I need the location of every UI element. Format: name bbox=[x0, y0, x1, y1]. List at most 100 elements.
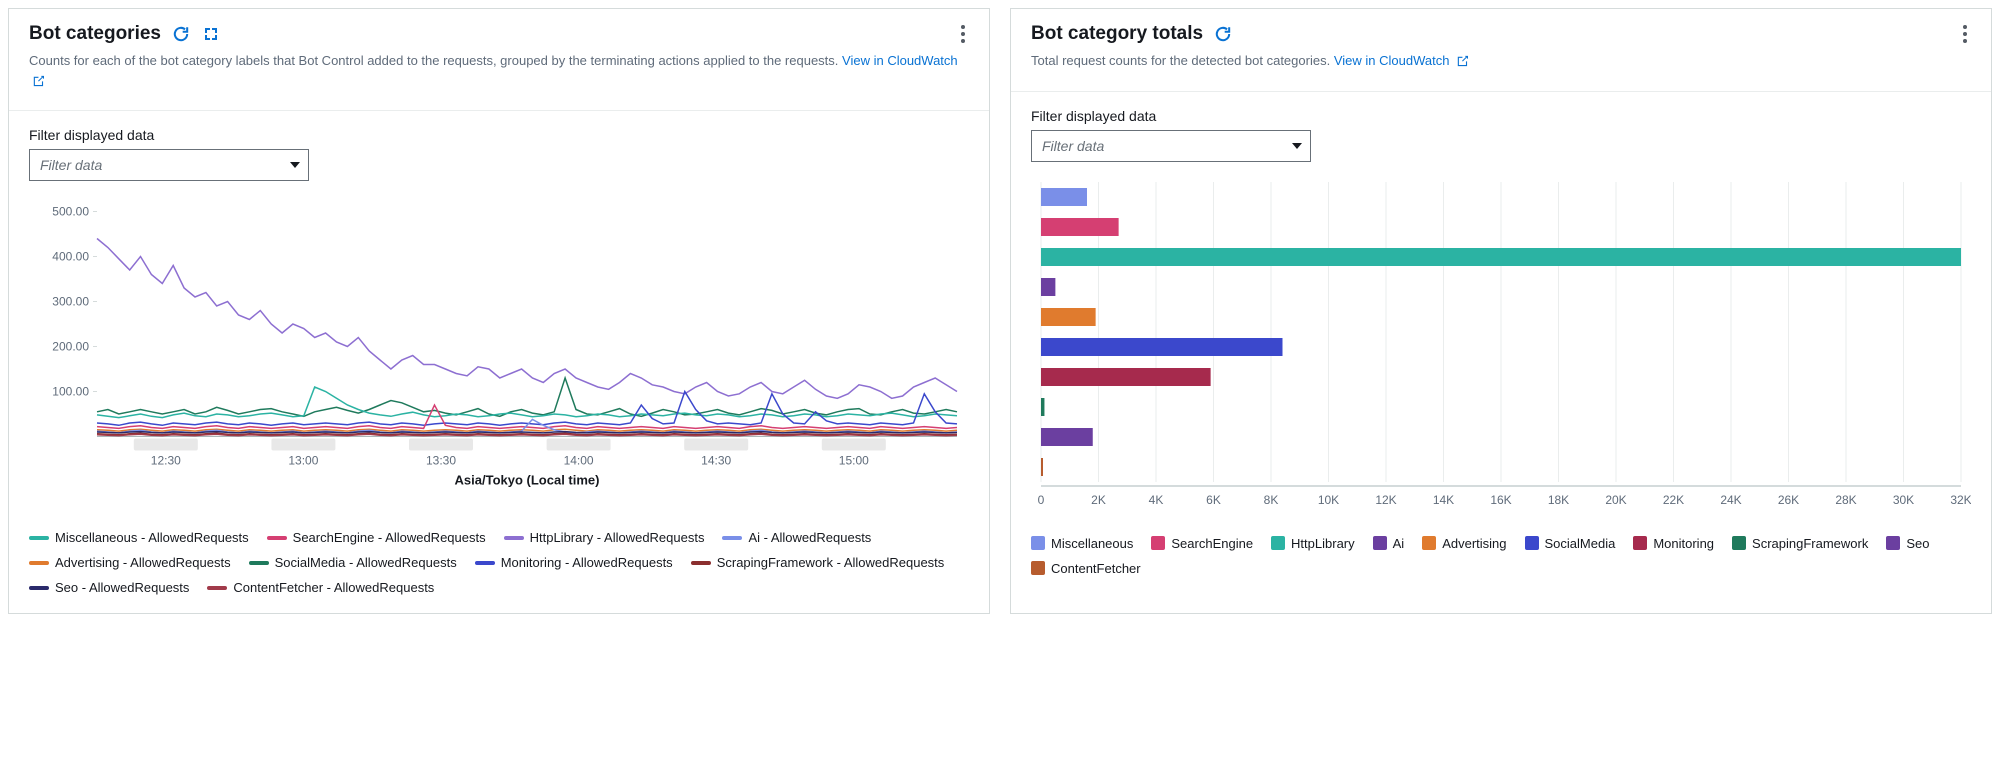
chevron-down-icon bbox=[1292, 143, 1302, 149]
svg-text:32K: 32K bbox=[1950, 493, 1971, 507]
legend-swatch bbox=[29, 561, 49, 565]
legend-item[interactable]: SearchEngine - AllowedRequests bbox=[267, 530, 486, 545]
bot-category-totals-panel: Bot category totals Total request counts… bbox=[1010, 8, 1992, 614]
legend-label: Monitoring bbox=[1653, 536, 1714, 551]
svg-text:24K: 24K bbox=[1720, 493, 1741, 507]
panel-header: Bot categories Counts for each of the bo… bbox=[9, 9, 989, 98]
legend-label: Advertising bbox=[1442, 536, 1506, 551]
legend-label: SocialMedia bbox=[1545, 536, 1616, 551]
legend-label: Advertising - AllowedRequests bbox=[55, 555, 231, 570]
legend-item[interactable]: Seo - AllowedRequests bbox=[29, 580, 189, 595]
legend-item[interactable]: Advertising - AllowedRequests bbox=[29, 555, 231, 570]
svg-text:14:00: 14:00 bbox=[564, 454, 594, 468]
legend-item[interactable]: Miscellaneous bbox=[1031, 536, 1133, 551]
legend-item[interactable]: SearchEngine bbox=[1151, 536, 1253, 551]
legend-swatch bbox=[1886, 536, 1900, 550]
svg-text:14:30: 14:30 bbox=[701, 454, 731, 468]
legend-swatch bbox=[1525, 536, 1539, 550]
legend-swatch bbox=[1732, 536, 1746, 550]
bar-chart-legend: Miscellaneous SearchEngine HttpLibrary Ai Ad… bbox=[1031, 536, 1971, 576]
svg-text:Asia/Tokyo (Local time): Asia/Tokyo (Local time) bbox=[455, 473, 600, 488]
legend-item[interactable]: Seo bbox=[1886, 536, 1929, 551]
svg-text:13:30: 13:30 bbox=[426, 454, 456, 468]
filter-label: Filter displayed data bbox=[1031, 108, 1971, 124]
legend-item[interactable]: HttpLibrary bbox=[1271, 536, 1355, 551]
legend-item[interactable]: ScrapingFramework - AllowedRequests bbox=[691, 555, 945, 570]
svg-text:12:30: 12:30 bbox=[151, 454, 181, 468]
panel-header: Bot category totals Total request counts… bbox=[1011, 9, 1991, 79]
bar-chart: 02K4K6K8K10K12K14K16K18K20K22K24K26K28K3… bbox=[1031, 182, 1971, 522]
legend-label: ScrapingFramework - AllowedRequests bbox=[717, 555, 945, 570]
legend-item[interactable]: Advertising bbox=[1422, 536, 1506, 551]
svg-text:16K: 16K bbox=[1490, 493, 1511, 507]
legend-label: Seo bbox=[1906, 536, 1929, 551]
legend-item[interactable]: Miscellaneous - AllowedRequests bbox=[29, 530, 249, 545]
svg-text:12K: 12K bbox=[1375, 493, 1396, 507]
svg-text:26K: 26K bbox=[1778, 493, 1799, 507]
legend-item[interactable]: Monitoring - AllowedRequests bbox=[475, 555, 673, 570]
legend-label: SocialMedia - AllowedRequests bbox=[275, 555, 457, 570]
svg-text:10K: 10K bbox=[1318, 493, 1339, 507]
svg-text:14K: 14K bbox=[1433, 493, 1454, 507]
legend-swatch bbox=[1271, 536, 1285, 550]
svg-text:20K: 20K bbox=[1605, 493, 1626, 507]
filter-placeholder: Filter data bbox=[1042, 138, 1104, 154]
legend-label: SearchEngine bbox=[1171, 536, 1253, 551]
refresh-icon[interactable] bbox=[171, 24, 191, 44]
line-chart: 100.00200.00300.00400.00500.0012:3013:00… bbox=[29, 201, 969, 516]
legend-swatch bbox=[475, 561, 495, 565]
legend-item[interactable]: Monitoring bbox=[1633, 536, 1714, 551]
svg-text:18K: 18K bbox=[1548, 493, 1569, 507]
legend-swatch bbox=[1373, 536, 1387, 550]
view-in-cloudwatch-link[interactable]: View in CloudWatch bbox=[1334, 53, 1468, 68]
filter-placeholder: Filter data bbox=[40, 157, 102, 173]
legend-swatch bbox=[1151, 536, 1165, 550]
legend-swatch bbox=[29, 536, 49, 540]
legend-swatch bbox=[249, 561, 269, 565]
legend-swatch bbox=[1422, 536, 1436, 550]
svg-text:28K: 28K bbox=[1835, 493, 1856, 507]
legend-item[interactable]: Ai - AllowedRequests bbox=[722, 530, 871, 545]
svg-text:4K: 4K bbox=[1149, 493, 1164, 507]
legend-label: Miscellaneous bbox=[1051, 536, 1133, 551]
legend-swatch bbox=[691, 561, 711, 565]
svg-text:6K: 6K bbox=[1206, 493, 1221, 507]
svg-text:30K: 30K bbox=[1893, 493, 1914, 507]
legend-swatch bbox=[29, 586, 49, 590]
svg-text:13:00: 13:00 bbox=[288, 454, 318, 468]
legend-item[interactable]: HttpLibrary - AllowedRequests bbox=[504, 530, 705, 545]
panel-subtitle: Counts for each of the bot category labe… bbox=[29, 51, 969, 90]
legend-label: Miscellaneous - AllowedRequests bbox=[55, 530, 249, 545]
svg-text:8K: 8K bbox=[1264, 493, 1279, 507]
legend-swatch bbox=[504, 536, 524, 540]
expand-icon[interactable] bbox=[201, 24, 221, 44]
svg-text:0: 0 bbox=[1038, 493, 1045, 507]
svg-text:300.00: 300.00 bbox=[52, 295, 89, 309]
legend-swatch bbox=[267, 536, 287, 540]
legend-label: HttpLibrary bbox=[1291, 536, 1355, 551]
filter-label: Filter displayed data bbox=[29, 127, 969, 143]
legend-item[interactable]: SocialMedia - AllowedRequests bbox=[249, 555, 457, 570]
legend-item[interactable]: Ai bbox=[1373, 536, 1405, 551]
svg-text:15:00: 15:00 bbox=[839, 454, 869, 468]
panel-menu-icon[interactable] bbox=[1959, 25, 1971, 43]
panel-subtitle: Total request counts for the detected bo… bbox=[1031, 51, 1971, 71]
legend-label: SearchEngine - AllowedRequests bbox=[293, 530, 486, 545]
panel-title: Bot categories bbox=[29, 23, 161, 45]
filter-select[interactable]: Filter data bbox=[1031, 130, 1311, 162]
legend-item[interactable]: ContentFetcher - AllowedRequests bbox=[207, 580, 434, 595]
legend-item[interactable]: ScrapingFramework bbox=[1732, 536, 1868, 551]
legend-swatch bbox=[1633, 536, 1647, 550]
filter-select[interactable]: Filter data bbox=[29, 149, 309, 181]
legend-item[interactable]: SocialMedia bbox=[1525, 536, 1616, 551]
legend-label: Monitoring - AllowedRequests bbox=[501, 555, 673, 570]
panel-title: Bot category totals bbox=[1031, 23, 1203, 45]
bot-categories-panel: Bot categories Counts for each of the bo… bbox=[8, 8, 990, 614]
svg-text:400.00: 400.00 bbox=[52, 250, 89, 264]
svg-text:100.00: 100.00 bbox=[52, 385, 89, 399]
legend-item[interactable]: ContentFetcher bbox=[1031, 561, 1141, 576]
legend-label: HttpLibrary - AllowedRequests bbox=[530, 530, 705, 545]
panel-menu-icon[interactable] bbox=[957, 25, 969, 43]
refresh-icon[interactable] bbox=[1213, 24, 1233, 44]
legend-swatch bbox=[722, 536, 742, 540]
